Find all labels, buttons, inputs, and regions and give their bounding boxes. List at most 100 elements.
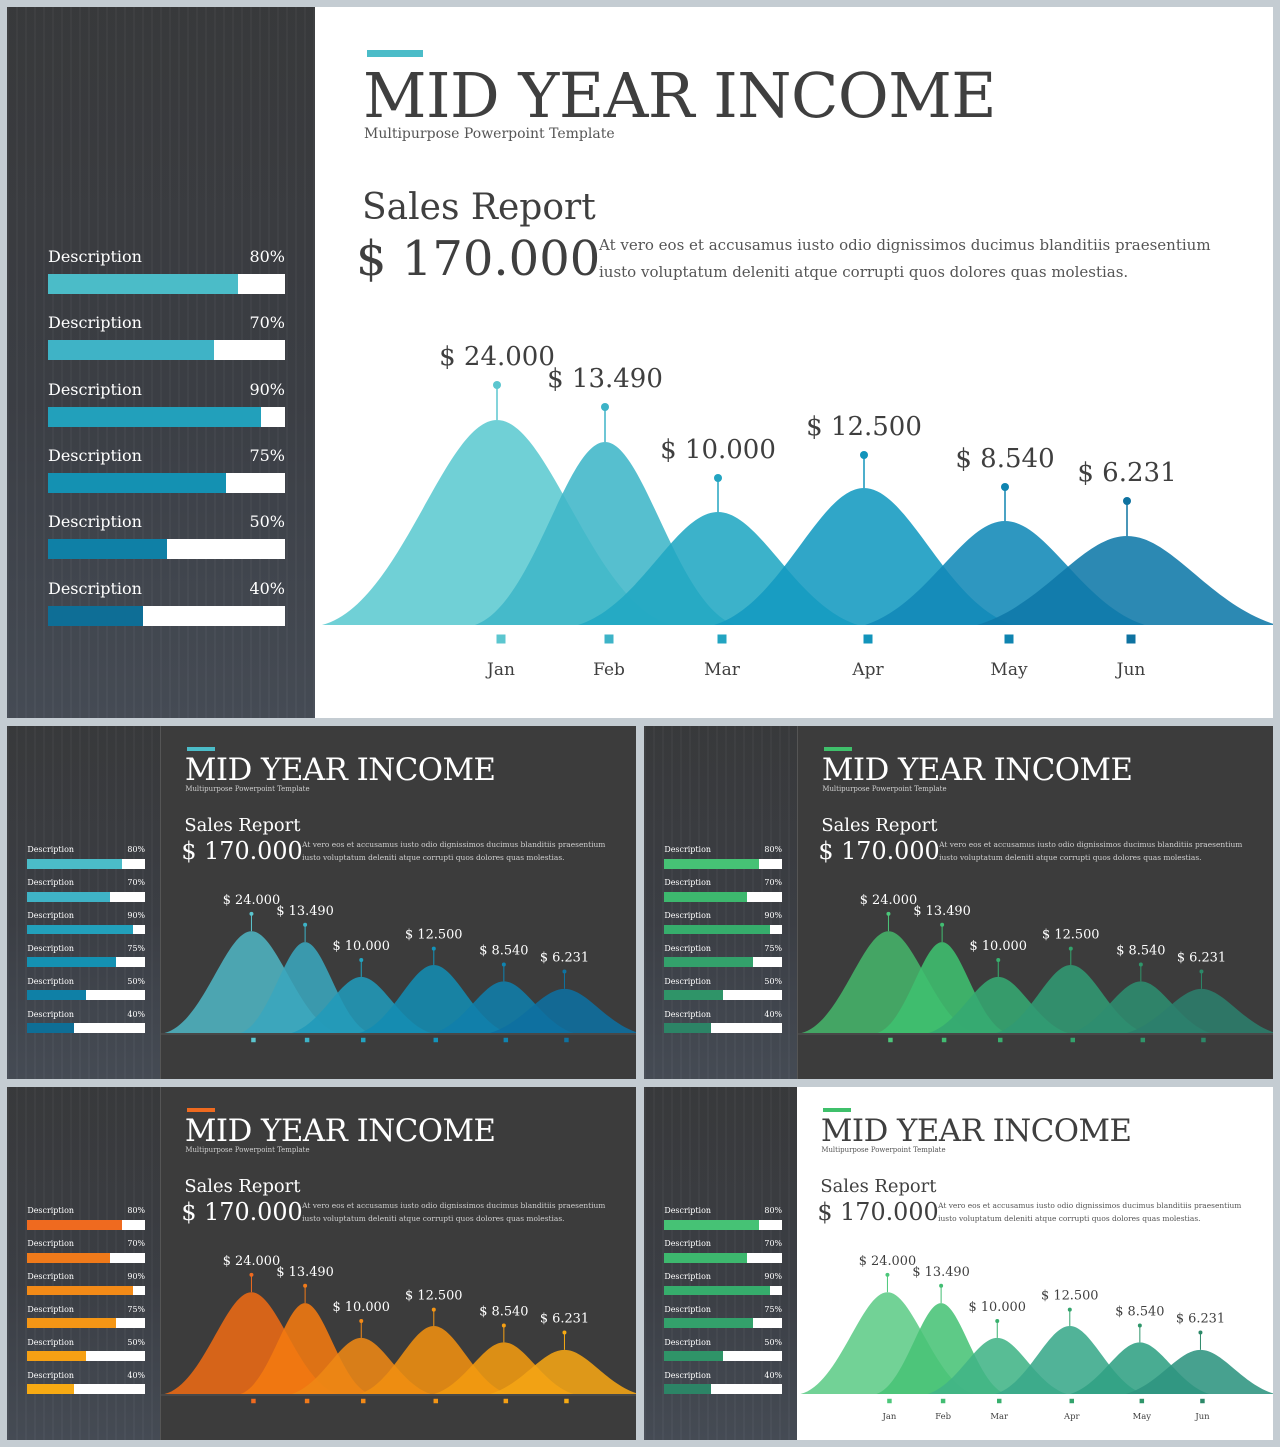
description-label: Description — [48, 578, 142, 598]
description-label: Description — [664, 977, 711, 986]
value-marker-dot — [303, 922, 308, 927]
slide-teal-dark: Description 80% Description 70% Description 9… — [7, 726, 636, 1079]
value-marker-dot — [1199, 969, 1204, 974]
sidebar-panel: Description 80% Description 70% Description 9… — [7, 1087, 160, 1440]
income-chart: $ 24.000$ 13.490 $ 10.000 $ 12.500 $ 8.540 $… — [798, 893, 1273, 1043]
sidebar-panel: Description 80% Description 70% Description 9… — [644, 1087, 797, 1440]
value-marker-dot — [1198, 1330, 1203, 1335]
progress-bar — [27, 891, 146, 902]
description-percent: 40% — [764, 1370, 783, 1380]
sidebar-panel: Description 80% Description 70% Description 9… — [7, 7, 315, 718]
description-label: Description — [27, 1370, 74, 1380]
value-label: $ 8.540 — [479, 1305, 528, 1320]
description-row: Description 75% — [664, 944, 783, 969]
value-marker-dot — [303, 1283, 308, 1288]
progress-fill — [664, 957, 753, 968]
value-label: $ 24.000 — [223, 893, 280, 908]
slide-orange-dark: Description 80% Description 70% Description 9… — [7, 1087, 636, 1440]
description-percent: 70% — [127, 1239, 146, 1249]
description-row: Description 40% — [664, 1010, 783, 1035]
value-label: $ 13.490 — [276, 904, 333, 919]
description-row: Description 90% — [27, 911, 146, 936]
description-label: Description — [27, 944, 74, 954]
progress-bar — [664, 924, 783, 935]
description-row: Description 80% — [27, 845, 146, 870]
description-label: Description — [664, 1239, 711, 1249]
description-row: Description 70% — [664, 878, 783, 903]
income-chart: $ 24.000$ 13.490 $ 10.000 $ 12.500 $ 8.540 $… — [161, 1254, 636, 1404]
description-percent: 70% — [127, 878, 146, 888]
slide-green-light: Description 80% Description 70% Description 9… — [644, 1087, 1273, 1440]
value-label: $ 8.540 — [479, 944, 528, 959]
description-label: Description — [27, 1239, 74, 1249]
description-percent: 50% — [764, 977, 783, 986]
description-percent: 80% — [764, 1206, 783, 1216]
month-marker — [1201, 1037, 1206, 1043]
progress-bar — [664, 1023, 783, 1034]
description-row: Description 80% — [27, 1206, 146, 1231]
progress-bar — [27, 1384, 146, 1395]
sidebar-panel: Description 80% Description 70% Description 9… — [7, 726, 160, 1079]
value-marker-dot — [885, 1272, 890, 1277]
description-label: Description — [27, 845, 74, 855]
description-percent: 75% — [764, 1305, 783, 1315]
value-marker-dot — [501, 962, 506, 967]
report-total: $ 170.000 — [181, 837, 303, 866]
value-label: $ 6.231 — [1177, 951, 1226, 966]
report-title: Sales Report — [184, 1176, 301, 1198]
page-subtitle: Multipurpose Powerpoint Template — [185, 785, 310, 794]
progress-bar — [664, 1285, 783, 1296]
value-marker-dot — [1123, 497, 1131, 505]
description-percent: 90% — [764, 1272, 783, 1282]
value-marker-dot — [886, 911, 891, 916]
peak-jun — [489, 1349, 636, 1395]
title-accent-bar — [822, 1108, 851, 1112]
main-panel: MID YEAR INCOME Multipurpose Powerpoint T… — [160, 1087, 636, 1440]
report-title: Sales Report — [820, 1176, 937, 1198]
value-marker-dot — [431, 946, 436, 951]
description-label: Description — [27, 1272, 74, 1282]
value-label: $ 6.231 — [540, 951, 589, 966]
month-marker — [940, 1398, 946, 1404]
value-label: $ 24.000 — [860, 893, 917, 908]
month-marker — [887, 1398, 892, 1404]
page-title: MID YEAR INCOME — [821, 751, 1133, 788]
progress-fill — [48, 274, 238, 294]
description-label: Description — [27, 878, 74, 888]
month-marker — [304, 1037, 310, 1043]
progress-bar — [48, 539, 285, 560]
description-percent: 70% — [764, 878, 783, 888]
description-label: Description — [664, 1206, 711, 1216]
description-row: Description 90% — [664, 911, 783, 936]
value-marker-dot — [562, 1330, 567, 1335]
month-label: Jun — [1194, 1411, 1210, 1421]
value-label: $ 10.000 — [660, 435, 776, 465]
progress-fill — [27, 1318, 116, 1329]
progress-bar — [27, 1285, 146, 1296]
month-label: May — [1133, 1411, 1152, 1421]
progress-bar — [664, 957, 783, 968]
progress-bar — [27, 858, 146, 869]
progress-fill — [664, 1285, 771, 1296]
month-marker — [251, 1398, 256, 1404]
progress-fill — [27, 1384, 75, 1395]
progress-fill — [664, 924, 771, 935]
page-title: MID YEAR INCOME — [184, 751, 496, 788]
month-label: Feb — [935, 1411, 951, 1421]
description-percent: 80% — [764, 845, 783, 855]
month-marker — [604, 634, 614, 644]
value-marker-dot — [249, 911, 254, 916]
value-label: $ 8.540 — [1116, 944, 1165, 959]
value-marker-dot — [940, 922, 945, 927]
month-marker — [1126, 634, 1136, 644]
month-marker — [1069, 1398, 1075, 1404]
value-marker-dot — [995, 1319, 1000, 1323]
report-title: Sales Report — [821, 815, 938, 837]
page-subtitle: Multipurpose Powerpoint Template — [364, 126, 615, 142]
value-marker-dot — [359, 1319, 364, 1323]
month-marker — [361, 1398, 366, 1404]
description-row: Description 70% — [48, 313, 285, 363]
value-label: $ 24.000 — [223, 1254, 280, 1269]
description-percent: 90% — [127, 911, 146, 921]
description-label: Description — [48, 313, 142, 333]
